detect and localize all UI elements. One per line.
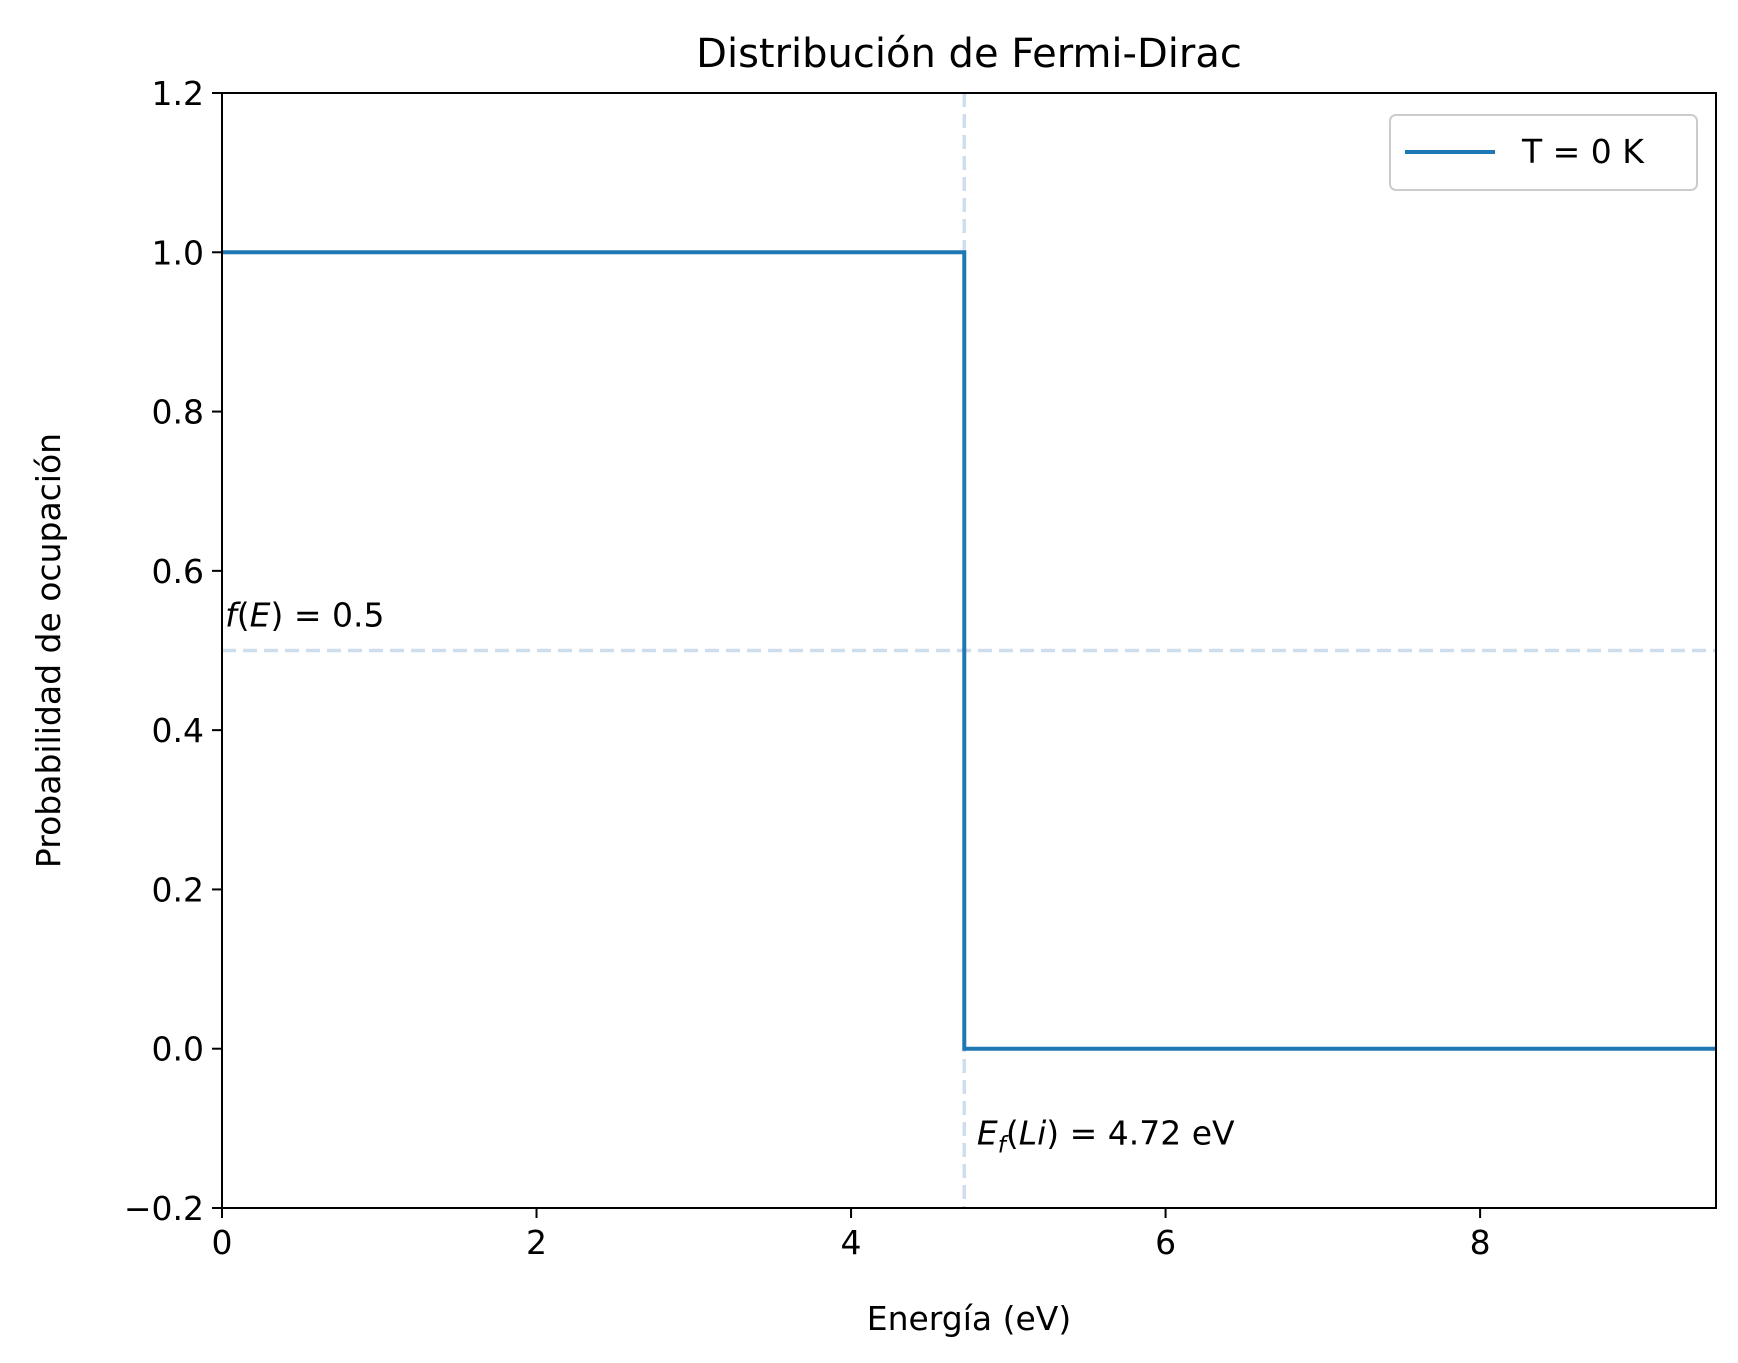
- x-tick-label: 2: [526, 1223, 547, 1262]
- legend-label: T = 0 K: [1521, 132, 1645, 171]
- annotation-half-occupancy: f(E) = 0.5: [225, 596, 384, 635]
- y-tick-label: 0.8: [152, 393, 204, 432]
- plot-frame: [221, 92, 1717, 1209]
- y-tick-label: 0.6: [152, 552, 204, 591]
- x-tick-label: 6: [1155, 1223, 1176, 1262]
- x-tick-label: 4: [841, 1223, 862, 1262]
- y-tick-label: 1.0: [152, 233, 204, 272]
- x-axis: 0 2 4 6 8: [212, 1208, 1491, 1262]
- legend-box: [1389, 114, 1698, 191]
- x-tick-label: 8: [1470, 1223, 1491, 1262]
- y-tick-label: −0.2: [124, 1189, 204, 1228]
- y-tick-label: 0.4: [152, 711, 204, 750]
- y-axis: −0.2 0.0 0.2 0.4 0.6 0.8 1.0 1.2: [124, 74, 222, 1228]
- x-tick-label: 0: [212, 1223, 233, 1262]
- annotation-fermi-energy: Ef(Li) = 4.72 eV: [977, 1113, 1235, 1158]
- y-tick-label: 1.2: [152, 74, 204, 113]
- chart-title: Distribución de Fermi-Dirac: [696, 31, 1242, 77]
- y-tick-label: 0.2: [152, 870, 204, 909]
- series-line-t0: [222, 250, 1716, 1051]
- y-axis-label: Probabilidad de ocupación: [29, 433, 68, 868]
- legend: T = 0 K: [1389, 114, 1698, 191]
- x-axis-label: Energía (eV): [867, 1299, 1072, 1338]
- y-tick-label: 0.0: [152, 1030, 204, 1069]
